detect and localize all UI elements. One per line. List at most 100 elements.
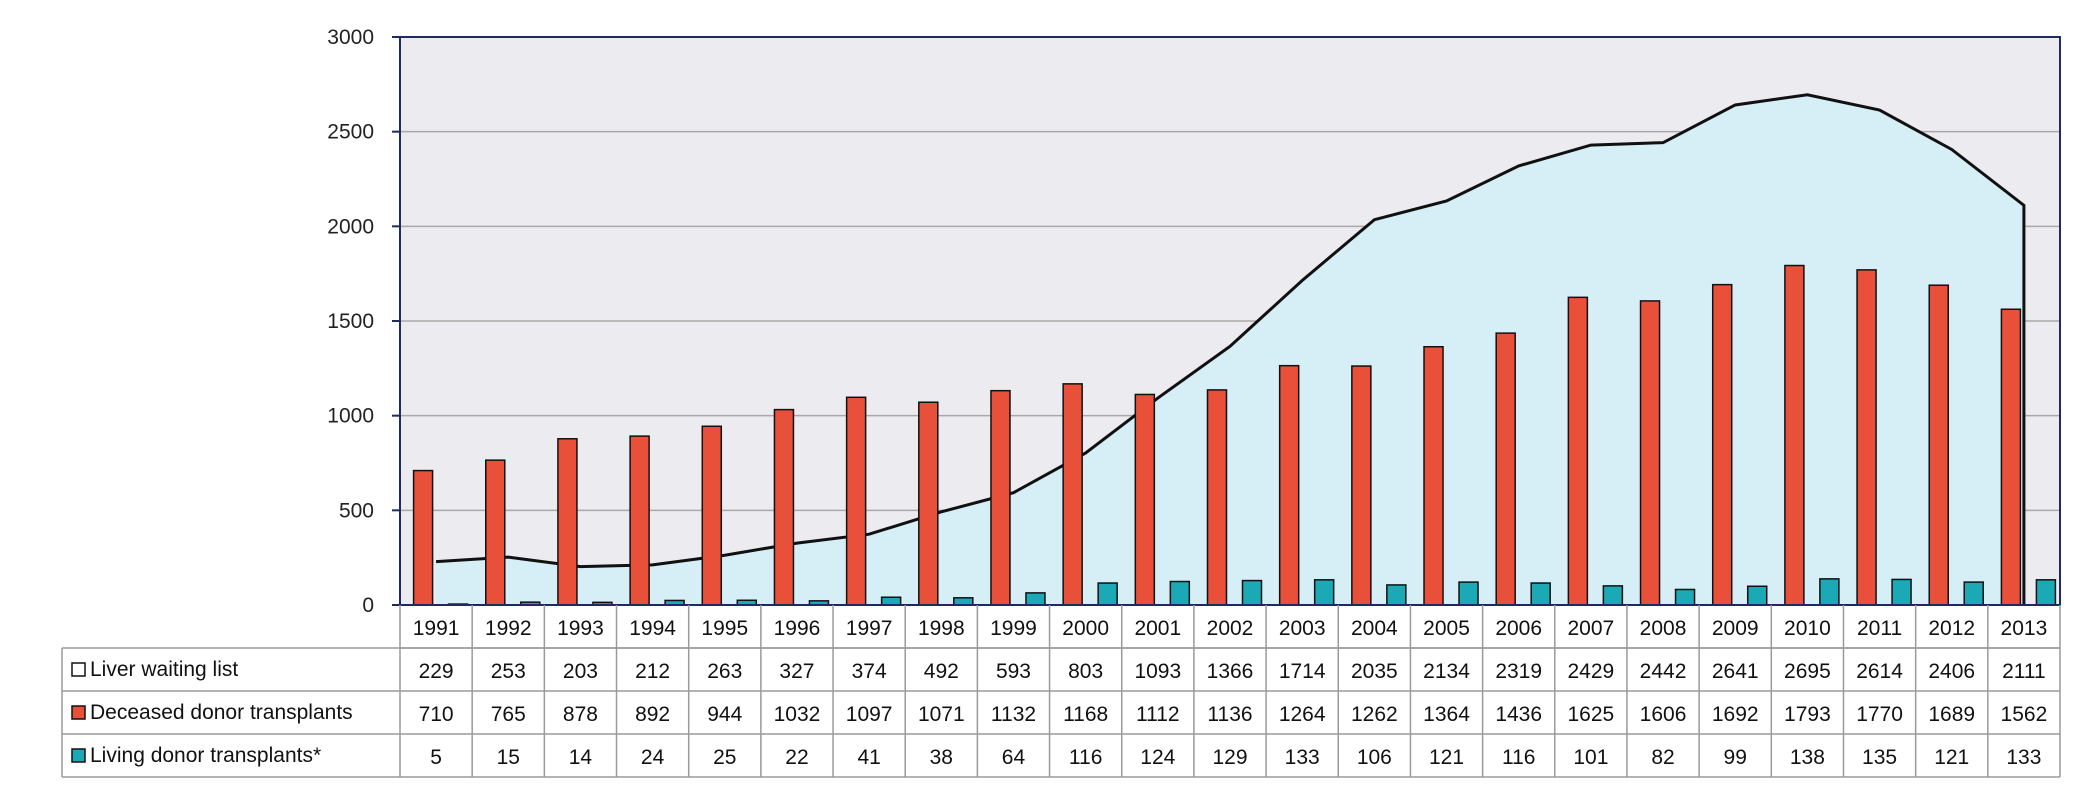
table-cell-value: 2111 [2002, 660, 2046, 683]
legend-label: Living donor transplants* [90, 744, 321, 767]
x-tick-label: 1994 [629, 617, 676, 640]
legend-swatch [71, 662, 86, 677]
y-tick-label: 1500 [327, 310, 374, 333]
table-cell-value: 1071 [918, 703, 965, 726]
living-donor-bar [1386, 584, 1407, 606]
table-cell-value: 1770 [1856, 703, 1903, 726]
legend-label: Deceased donor transplants [90, 701, 353, 724]
table-cell-value: 944 [707, 703, 742, 726]
living-donor-bar [2035, 579, 2057, 606]
table-cell-value: 1132 [991, 703, 1036, 726]
deceased-donor-bar [485, 459, 506, 606]
table-cell-value: 212 [635, 660, 670, 683]
deceased-donor-bar [1856, 269, 1877, 606]
deceased-donor-bar [557, 438, 578, 606]
table-cell-value: 2695 [1784, 660, 1831, 683]
table-cell-value: 121 [1429, 746, 1464, 769]
deceased-donor-bar [1711, 283, 1733, 606]
table-cell-value: 1793 [1784, 703, 1831, 726]
table-cell-value: 1692 [1712, 703, 1759, 726]
deceased-donor-bar [1567, 296, 1589, 606]
table-cell-value: 24 [641, 746, 665, 769]
living-donor-bar [1241, 579, 1263, 606]
legend-swatch [71, 748, 86, 763]
deceased-donor-bar [773, 408, 795, 606]
table-cell-value: 1436 [1495, 703, 1542, 726]
table-cell-value: 2319 [1495, 660, 1542, 683]
table-cell-value: 106 [1357, 746, 1392, 769]
table-cell-value: 15 [497, 746, 520, 769]
living-donor-bar [1963, 581, 1984, 606]
table-cell-value: 129 [1212, 746, 1247, 769]
table-cell-value: 203 [563, 660, 598, 683]
table-cell-value: 116 [1502, 746, 1535, 769]
table-cell-value: 124 [1140, 746, 1175, 769]
table-cell-value: 2442 [1640, 660, 1687, 683]
x-tick-label: 2000 [1062, 617, 1109, 640]
table-cell-value: 263 [707, 660, 742, 683]
table-cell-value: 2641 [1712, 660, 1759, 683]
table-cell-value: 2134 [1423, 660, 1470, 683]
table-cell-value: 1714 [1279, 660, 1326, 683]
table-cell-value: 2406 [1928, 660, 1975, 683]
table-cell-value: 1262 [1351, 703, 1398, 726]
table-cell-value: 41 [857, 746, 880, 769]
table-cell-value: 133 [2006, 746, 2041, 769]
living-donor-bar [880, 596, 902, 606]
deceased-donor-bar [1278, 364, 1300, 606]
x-tick-label: 1992 [485, 617, 532, 640]
x-tick-label: 2005 [1423, 617, 1470, 640]
table-cell-value: 1168 [1063, 703, 1108, 726]
x-tick-label: 1995 [701, 617, 748, 640]
table-cell-value: 5 [430, 746, 442, 769]
deceased-donor-bar [918, 401, 939, 606]
table-cell-value: 2614 [1856, 660, 1903, 683]
living-donor-bar [1530, 582, 1551, 606]
deceased-donor-bar [1206, 389, 1228, 606]
table-cell-value: 2429 [1568, 660, 1615, 683]
table-cell-value: 121 [1934, 746, 1969, 769]
table-cell-value: 99 [1724, 746, 1747, 769]
table-cell-value: 1562 [2001, 703, 2048, 726]
x-tick-label: 1999 [990, 617, 1037, 640]
deceased-donor-bar [412, 469, 434, 606]
table-cell-value: 133 [1285, 746, 1320, 769]
x-tick-label: 2003 [1279, 617, 1326, 640]
deceased-donor-bar [2000, 308, 2022, 606]
table-cell-value: 253 [491, 660, 526, 683]
table-cell-value: 14 [569, 746, 593, 769]
table-cell-value: 803 [1068, 660, 1103, 683]
table-cell-value: 892 [635, 703, 670, 726]
deceased-donor-bar [1784, 264, 1805, 606]
living-donor-bar [1313, 579, 1335, 606]
table-cell-value: 1136 [1207, 703, 1252, 726]
deceased-donor-bar [990, 389, 1011, 606]
living-donor-bar [1025, 592, 1046, 606]
waiting-list-area-fill [436, 94, 2024, 605]
x-tick-label: 2001 [1134, 617, 1181, 640]
x-tick-label: 2007 [1568, 617, 1615, 640]
living-donor-bar [953, 597, 974, 606]
deceased-donor-bar [845, 396, 867, 606]
table-cell-value: 374 [852, 660, 887, 683]
table-cell-value: 765 [491, 703, 526, 726]
table-cell-value: 710 [419, 703, 454, 726]
table-cell-value: 327 [779, 660, 814, 683]
living-donor-bar [1169, 580, 1191, 606]
table-cell-value: 593 [996, 660, 1031, 683]
deceased-donor-bar [1495, 332, 1516, 606]
living-donor-bar [1458, 581, 1479, 606]
table-cell-value: 2035 [1351, 660, 1398, 683]
table-cell-value: 1097 [846, 703, 893, 726]
deceased-donor-bar [629, 435, 650, 606]
living-donor-bar [1097, 582, 1118, 606]
deceased-donor-bar [1351, 365, 1372, 606]
table-cell-value: 229 [419, 660, 454, 683]
deceased-donor-bar [1639, 300, 1661, 606]
table-cell-value: 116 [1069, 746, 1102, 769]
table-cell-value: 1689 [1928, 703, 1975, 726]
deceased-donor-bar [1423, 345, 1444, 606]
table-cell-value: 1112 [1136, 703, 1180, 726]
living-donor-bar [1746, 585, 1768, 606]
